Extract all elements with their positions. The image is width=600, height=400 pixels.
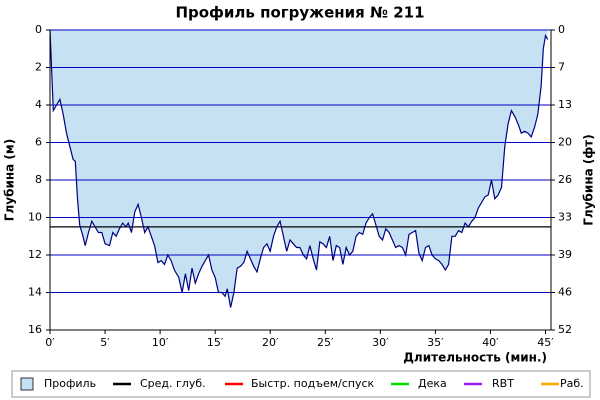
legend-label: Сред. глуб. [140, 377, 206, 390]
y2-tick-label: 0 [558, 23, 565, 36]
y-tick-label: 16 [28, 323, 42, 336]
chart-title: Профиль погружения № 211 [175, 4, 424, 22]
profile-line [49, 29, 549, 308]
legend-label: Дека [418, 377, 447, 390]
legend-label: Раб. [560, 377, 584, 390]
legend-swatch [20, 377, 34, 391]
y-tick-label: 0 [35, 23, 42, 36]
y-tick-label: 4 [35, 98, 42, 111]
x-tick-label: 25′ [317, 336, 334, 349]
y-tick-label: 6 [35, 136, 42, 149]
x-tick-label: 40′ [482, 336, 499, 349]
legend-label: Профиль [44, 377, 96, 390]
x-tick-label: 15′ [207, 336, 224, 349]
x-axis-title: Длительность (мин.) [403, 351, 547, 365]
x-tick-label: 10′ [152, 336, 169, 349]
x-tick-label: 5′ [100, 336, 110, 349]
legend-box [11, 370, 591, 398]
y2-tick-label: 7 [558, 60, 565, 73]
x-tick-label: 20′ [262, 336, 279, 349]
y-tick-label: 14 [28, 286, 42, 299]
y-tick-label: 8 [35, 173, 42, 186]
y-axis-title: Глубина (м) [3, 139, 17, 221]
y2-tick-label: 26 [558, 173, 572, 186]
x-tick-label: 30′ [372, 336, 389, 349]
y2-tick-label: 46 [558, 286, 572, 299]
y2-tick-label: 39 [558, 248, 572, 261]
y2-tick-label: 52 [558, 323, 572, 336]
x-tick-label: 0′ [45, 336, 55, 349]
legend-label: Быстр. подъем/спуск [251, 377, 375, 390]
legend-label: RBT [492, 377, 514, 390]
y-tick-label: 10 [28, 211, 42, 224]
y2-tick-label: 13 [558, 98, 572, 111]
x-tick-label: 35′ [427, 336, 444, 349]
x-tick-label: 45′ [537, 336, 554, 349]
y2-tick-label: 33 [558, 211, 572, 224]
y2-tick-label: 20 [558, 136, 572, 149]
y-tick-label: 2 [35, 61, 42, 74]
y-tick-label: 12 [28, 248, 42, 261]
profile-area [50, 30, 548, 308]
y2-axis-title: Глубина (фт) [582, 134, 596, 225]
